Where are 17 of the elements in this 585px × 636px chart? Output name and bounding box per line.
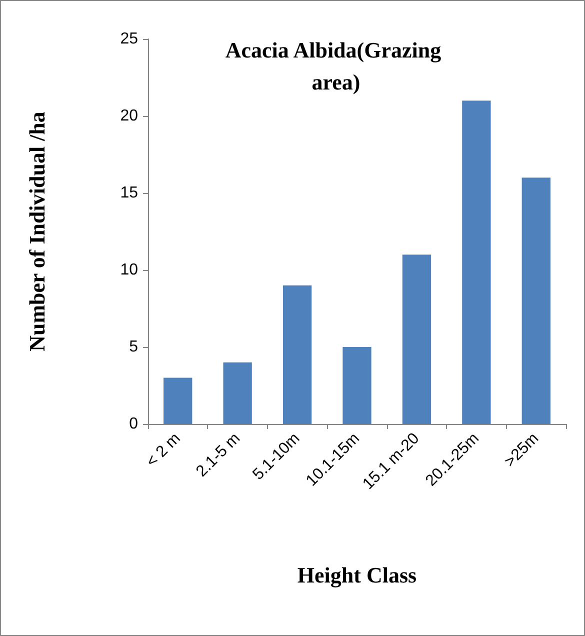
- bar: [462, 100, 491, 424]
- y-axis-title: Number of Individual /ha: [24, 112, 50, 352]
- bar: [282, 285, 312, 424]
- y-tick-label: 5: [129, 338, 138, 356]
- bar: [164, 378, 192, 424]
- text: Acacia Albida(Grazing area): [225, 38, 447, 94]
- y-tick-label: 10: [120, 262, 138, 278]
- bar: [342, 347, 372, 424]
- bar: [522, 178, 550, 424]
- y-tick-label: 15: [120, 184, 138, 202]
- y-tick-label: 20: [120, 108, 138, 124]
- y-tick-label: 25: [120, 30, 138, 48]
- bar: [223, 362, 252, 424]
- y-tick-label: 0: [129, 416, 138, 432]
- x-tick-label: < 2 m: [143, 430, 184, 471]
- x-axis-title: Height Class: [297, 562, 418, 588]
- bar: [402, 254, 432, 424]
